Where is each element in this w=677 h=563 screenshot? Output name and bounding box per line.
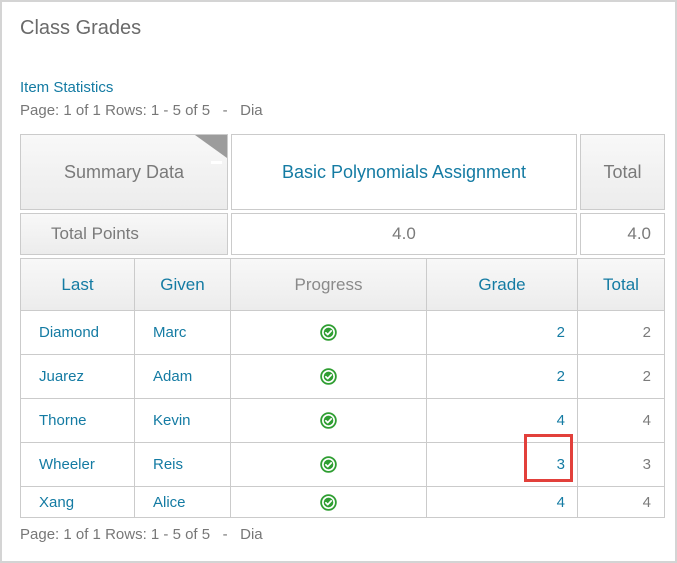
student-last-name[interactable]: Diamond xyxy=(21,311,135,355)
item-statistics-link[interactable]: Item Statistics xyxy=(20,79,114,96)
check-circle-icon xyxy=(320,324,337,342)
summary-data-header: Summary Data xyxy=(20,134,228,210)
total-column-header: Total xyxy=(580,134,665,210)
progress-cell xyxy=(231,311,427,355)
total-points-label-cell: Total Points xyxy=(20,213,228,255)
total-value: 4 xyxy=(578,487,665,518)
pagination-info-bottom: Page: 1 of 1 Rows: 1 - 5 of 5 - Dia xyxy=(20,526,263,543)
student-given-name[interactable]: Marc xyxy=(135,311,231,355)
total-value: 4 xyxy=(578,399,665,443)
sort-header-total[interactable]: Total xyxy=(578,259,665,311)
pagination-info-top: Page: 1 of 1 Rows: 1 - 5 of 5 - Dia xyxy=(20,102,263,119)
sort-header-grade[interactable]: Grade xyxy=(427,259,578,311)
sort-header-given[interactable]: Given xyxy=(135,259,231,311)
student-given-name[interactable]: Reis xyxy=(135,443,231,487)
page-title: Class Grades xyxy=(20,17,142,39)
total-points-assignment-value: 4.0 xyxy=(231,213,577,255)
student-given-name[interactable]: Adam xyxy=(135,355,231,399)
table-row: Wheeler Reis 3 3 xyxy=(21,443,665,487)
collapse-column-control[interactable] xyxy=(195,135,227,164)
grade-value[interactable]: 2 xyxy=(427,311,578,355)
grade-value[interactable]: 4 xyxy=(427,487,578,518)
sort-header-last[interactable]: Last xyxy=(21,259,135,311)
table-row: Juarez Adam 2 2 xyxy=(21,355,665,399)
total-points-label: Total Points xyxy=(51,224,139,243)
check-circle-icon xyxy=(320,494,337,511)
check-circle-icon xyxy=(320,456,337,474)
progress-cell xyxy=(231,443,427,487)
student-given-name[interactable]: Alice xyxy=(135,487,231,518)
table-row: Diamond Marc 2 2 xyxy=(21,311,665,355)
grid-header-row: Summary Data Basic Polynomials Assignmen… xyxy=(20,134,665,210)
total-points-total-value: 4.0 xyxy=(580,213,665,255)
student-last-name[interactable]: Xang xyxy=(21,487,135,518)
table-row: Thorne Kevin 4 4 xyxy=(21,399,665,443)
check-circle-icon xyxy=(320,368,337,386)
total-points-row: Total Points 4.0 4.0 xyxy=(20,213,665,255)
progress-cell xyxy=(231,487,427,518)
assignment-title: Basic Polynomials Assignment xyxy=(281,161,527,182)
student-last-name[interactable]: Juarez xyxy=(21,355,135,399)
minus-icon xyxy=(211,161,222,164)
student-last-name[interactable]: Wheeler xyxy=(21,443,135,487)
student-last-name[interactable]: Thorne xyxy=(21,399,135,443)
grade-value[interactable]: 2 xyxy=(427,355,578,399)
table-row: Xang Alice 4 4 xyxy=(21,487,665,518)
students-table: Last Given Progress Grade Total Diamond … xyxy=(20,258,665,518)
grade-value-highlighted[interactable]: 3 xyxy=(427,443,578,487)
student-given-name[interactable]: Kevin xyxy=(135,399,231,443)
total-header-label: Total xyxy=(603,161,642,182)
grades-grid: Summary Data Basic Polynomials Assignmen… xyxy=(20,134,665,545)
grade-value[interactable]: 4 xyxy=(427,399,578,443)
progress-cell xyxy=(231,355,427,399)
summary-data-label: Summary Data xyxy=(63,161,185,182)
progress-cell xyxy=(231,399,427,443)
assignment-column-header[interactable]: Basic Polynomials Assignment xyxy=(231,134,577,210)
total-value: 3 xyxy=(578,443,665,487)
total-value: 2 xyxy=(578,311,665,355)
header-progress: Progress xyxy=(231,259,427,311)
check-circle-icon xyxy=(320,412,337,430)
total-value: 2 xyxy=(578,355,665,399)
students-header-row: Last Given Progress Grade Total xyxy=(21,259,665,311)
